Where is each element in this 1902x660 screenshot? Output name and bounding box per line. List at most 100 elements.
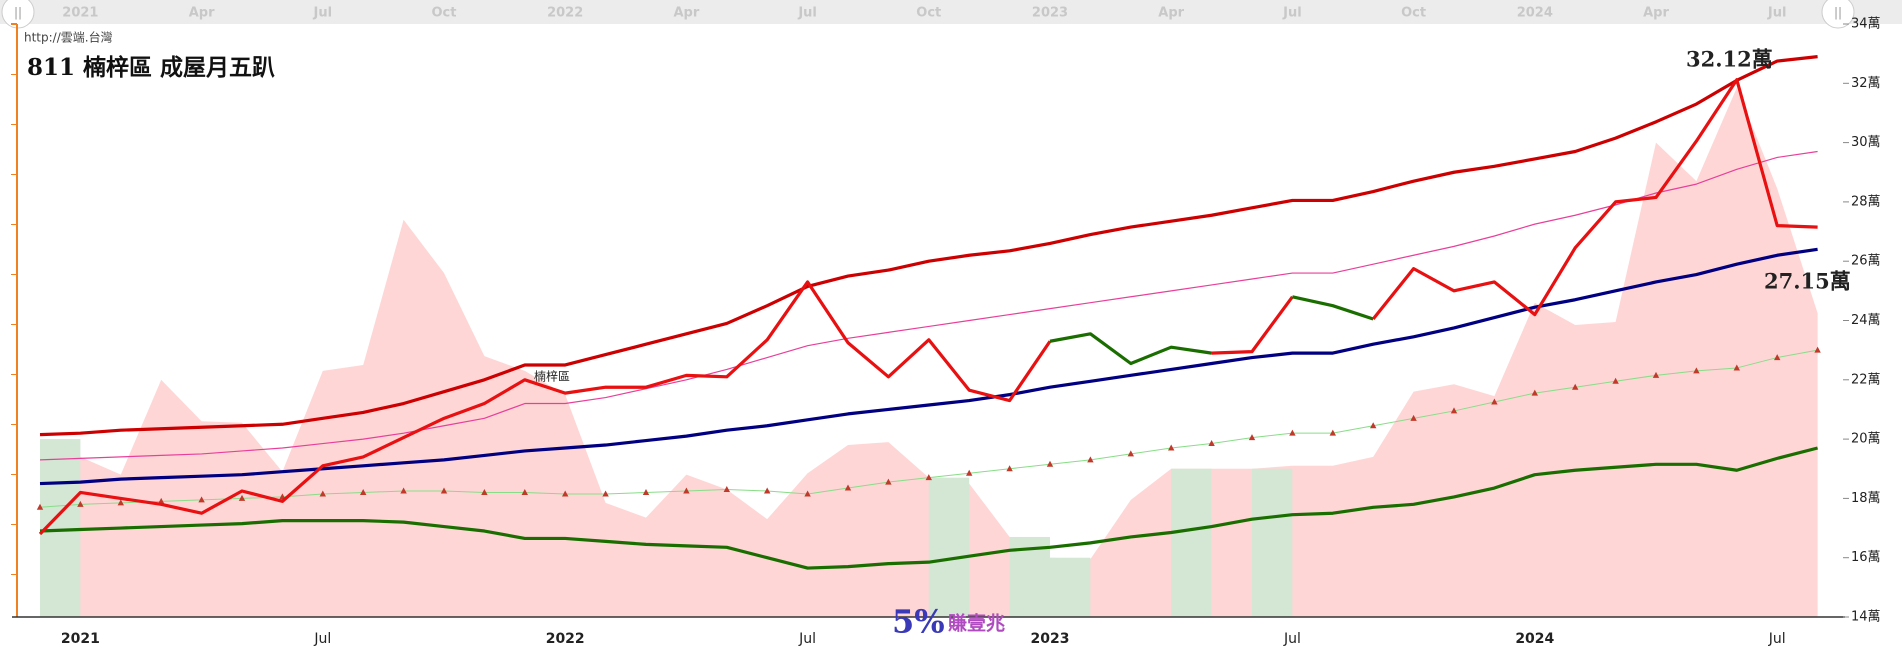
line xyxy=(38,280,1052,536)
marker xyxy=(925,474,932,481)
x-tick-label: Jul xyxy=(313,631,331,647)
marker xyxy=(198,496,205,503)
navigator-label: Apr xyxy=(1643,6,1669,21)
handle-grip: || xyxy=(14,6,22,20)
marker xyxy=(642,488,650,495)
marker xyxy=(360,488,367,495)
highlight-column xyxy=(1171,468,1212,617)
x-tick-label: 2024 xyxy=(1515,631,1554,647)
marker xyxy=(158,497,165,504)
marker xyxy=(1208,440,1215,447)
navigator-label: Jul xyxy=(1767,6,1787,21)
marker xyxy=(1733,364,1740,371)
marker xyxy=(1329,429,1336,436)
marker xyxy=(481,488,488,495)
marker xyxy=(77,500,84,507)
marker xyxy=(1006,465,1013,472)
marker xyxy=(440,487,448,494)
marker xyxy=(1450,407,1458,414)
navigator-label: Oct xyxy=(432,6,457,21)
annotation: 27.15萬 xyxy=(1764,269,1851,294)
y-tick-label: 32萬 xyxy=(1851,76,1881,91)
navigator-label: Apr xyxy=(1158,6,1184,21)
marker xyxy=(966,469,973,476)
line xyxy=(39,247,1818,486)
marker xyxy=(885,478,892,485)
logo-text: 賺壹兆 xyxy=(948,612,1005,635)
marker xyxy=(1127,450,1134,457)
marker xyxy=(238,494,246,501)
navigator-label: Oct xyxy=(1401,6,1426,21)
marker xyxy=(723,486,730,493)
marker xyxy=(117,499,124,506)
marker xyxy=(36,503,44,510)
x-tick-label: 2022 xyxy=(546,631,585,647)
marker xyxy=(1370,422,1377,429)
y-tick-label: 20萬 xyxy=(1851,432,1881,447)
marker xyxy=(1168,444,1175,451)
highlight-column xyxy=(1050,557,1091,617)
marker xyxy=(562,490,569,497)
line xyxy=(1371,78,1818,321)
area xyxy=(40,87,1818,617)
logo-mark: 5% xyxy=(892,603,945,641)
x-tick-label: Jul xyxy=(1283,631,1301,647)
x-tick-label: Jul xyxy=(798,631,816,647)
navigator-label: Apr xyxy=(189,6,215,21)
marker xyxy=(1289,429,1296,436)
navigator-label: Oct xyxy=(916,6,941,21)
navigator-labels: 2021 Apr Jul Oct 2022 Apr Jul Oct 2023 Apr Jul Oct 2… xyxy=(62,6,1786,21)
marker xyxy=(1046,460,1054,467)
marker xyxy=(602,490,609,497)
marker xyxy=(400,487,407,494)
x-tick-label: Jul xyxy=(1768,631,1786,647)
line xyxy=(1211,295,1294,355)
navigator-label: Jul xyxy=(313,6,333,21)
marker xyxy=(1491,398,1498,405)
y-tick-label: 22萬 xyxy=(1851,372,1881,387)
navigator-label: 2023 xyxy=(1032,6,1068,21)
marker xyxy=(1410,414,1417,421)
navigator-label: Jul xyxy=(797,6,817,21)
navigator-label: Jul xyxy=(1282,6,1302,21)
navigator-label: Apr xyxy=(674,6,700,21)
y-tick-label: 24萬 xyxy=(1851,313,1881,328)
line xyxy=(39,446,1818,570)
y-tick-label: 30萬 xyxy=(1851,135,1881,150)
x-tick-label: 2021 xyxy=(61,631,100,647)
marker xyxy=(1693,367,1700,374)
line xyxy=(39,55,1818,437)
plot xyxy=(36,55,1821,617)
marker xyxy=(844,484,852,491)
y-tick-label: 34萬 xyxy=(1851,17,1881,32)
y-tick-label: 26萬 xyxy=(1851,254,1881,269)
navigator-label: 2022 xyxy=(547,6,583,21)
annotation: 32.12萬 xyxy=(1686,47,1773,72)
marker xyxy=(1612,377,1619,384)
marker xyxy=(1572,383,1579,390)
marker xyxy=(521,488,528,495)
highlight-column xyxy=(928,477,970,617)
source-url: http://雲端.台灣 xyxy=(24,30,113,45)
highlight-column xyxy=(1252,468,1293,617)
handle-grip: || xyxy=(1834,6,1842,20)
y-tick-label: 18萬 xyxy=(1851,491,1881,506)
navigator-handle-right[interactable] xyxy=(1821,0,1855,29)
y-tick-label: 28萬 xyxy=(1851,194,1881,209)
line xyxy=(39,150,1818,461)
marker xyxy=(804,490,811,497)
navigator-bar xyxy=(0,0,1902,24)
x-tick-label: 2023 xyxy=(1031,631,1070,647)
navigator-label: 2024 xyxy=(1517,6,1553,21)
chart-title: 811 楠梓區 成屋月五趴 xyxy=(27,54,275,81)
series-label: 楠梓區 xyxy=(534,369,570,384)
y-tick-label: 16萬 xyxy=(1851,550,1881,565)
marker xyxy=(1652,371,1660,378)
line xyxy=(1049,332,1212,366)
line xyxy=(1292,295,1374,321)
marker xyxy=(1248,434,1256,441)
marker xyxy=(319,490,326,497)
y-tick-label: 14萬 xyxy=(1851,610,1881,625)
marker xyxy=(1774,354,1781,361)
